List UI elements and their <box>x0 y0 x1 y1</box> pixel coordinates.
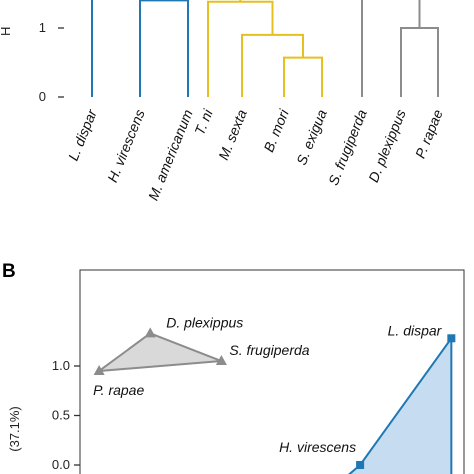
leaf-label-m-sexta: M. sexta <box>215 107 250 162</box>
leaf-label-b-mori: B. mori <box>260 106 292 154</box>
dendrogram-y-ticks: 01 <box>39 20 64 104</box>
dendrogram-tick-label: 1 <box>39 20 46 35</box>
point-s-frugiperda <box>215 355 227 366</box>
point-l-dispar <box>447 334 456 343</box>
dendrogram-merge-b-mori-s-exigua <box>283 56 323 97</box>
point-d-plexippus <box>144 327 156 338</box>
leaf-label-s-exigua: S. exigua <box>293 107 330 167</box>
scatter-tick-label: 0.5 <box>52 408 70 423</box>
dendrogram-tick-label: 0 <box>39 89 46 104</box>
hull-gray <box>98 332 223 372</box>
leaf-label-p-rapae: P. rapae <box>412 107 446 161</box>
scatter-y-ticks: 0.0 0.5 1.0 <box>52 358 80 472</box>
hull-blue <box>348 337 453 474</box>
scatter-tick-label: 1.0 <box>52 358 70 373</box>
point-h-virescens <box>356 461 365 469</box>
scatter-tick-label: 0.0 <box>52 457 70 472</box>
dendrogram-merge-h-virescens-m-americanum <box>139 0 189 97</box>
dendrogram-y-axis-title: H <box>0 27 13 36</box>
leaf-label-s-frugiperda: S. frugiperda <box>325 107 370 188</box>
point-label-h-virescens: H. virescens <box>279 439 356 455</box>
scatter-point-labels: D. plexippus S. frugiperda P. rapae L. disp… <box>93 314 443 455</box>
point-label-l-dispar: L. dispar <box>388 322 443 338</box>
scatter-panel: B (37.1%) 0.0 0.5 1.0 D. plexippus S. frugi… <box>2 261 465 474</box>
point-label-d-plexippus: D. plexippus <box>166 314 243 330</box>
scatter-plot-frame <box>79 269 465 474</box>
leaf-label-d-plexippus: D. plexippus <box>365 107 409 184</box>
scatter-y-axis-title: (37.1%) <box>7 406 22 452</box>
dendrogram-merge-m-sexta-b-mori-s-exigua <box>241 33 304 97</box>
dendrogram-branches <box>91 0 439 97</box>
scatter-hulls <box>98 332 453 474</box>
dendrogram-merge-t-ni-m-sexta-b-mori-s-exigua <box>207 0 274 97</box>
leaf-label-t-ni: T. ni <box>191 106 216 137</box>
dendrogram-merge-d-plexippus-p-rapae <box>400 27 439 97</box>
panel-label-b: B <box>2 261 16 282</box>
point-label-p-rapae: P. rapae <box>93 382 144 398</box>
leaf-label-h-virescens: H. virescens <box>104 107 148 184</box>
leaf-label-l-dispar: L. dispar <box>65 106 100 163</box>
point-p-rapae <box>93 364 105 375</box>
leaf-label-m-americanum: M. americanum <box>145 107 196 203</box>
scatter-points <box>93 327 456 469</box>
point-label-s-frugiperda: S. frugiperda <box>229 342 309 358</box>
